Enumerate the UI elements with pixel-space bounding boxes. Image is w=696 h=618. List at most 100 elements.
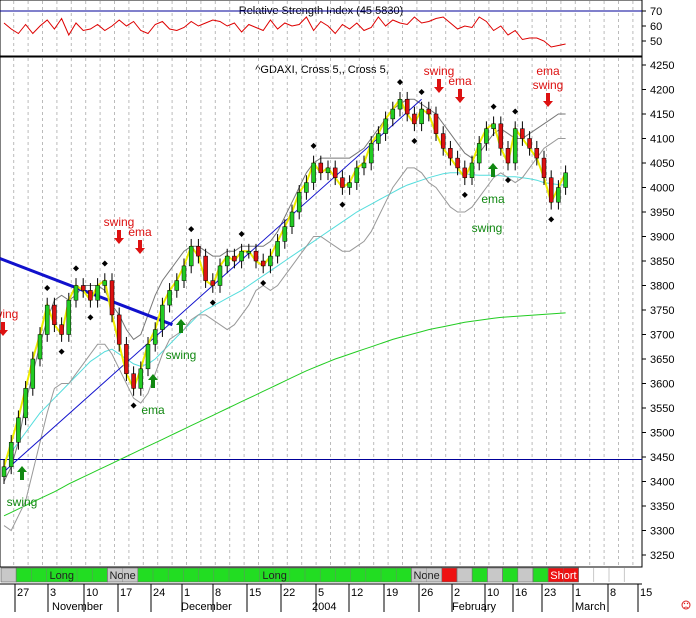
candle-down	[455, 157, 460, 169]
pivot-high	[310, 142, 317, 149]
candle-up	[167, 290, 172, 306]
candle-down	[124, 344, 129, 374]
candle-up	[268, 255, 273, 267]
price-tick-label: 4150	[650, 109, 674, 121]
candle-up	[325, 167, 331, 174]
candle-up	[311, 162, 316, 183]
signal-bar: Long None Long None Short	[0, 567, 625, 583]
candle-up	[376, 133, 381, 144]
candle-down	[59, 324, 64, 335]
signal-segment	[471, 567, 488, 583]
day-label: 22	[283, 587, 295, 599]
candle-up	[491, 123, 496, 129]
candle-up	[556, 187, 561, 203]
pivot-markers	[44, 79, 555, 409]
candle-down	[548, 177, 554, 203]
candle-down	[116, 314, 122, 345]
day-label: 24	[153, 587, 165, 599]
pivot-low	[548, 216, 555, 223]
pivot-high	[188, 226, 195, 233]
pivot-low	[339, 201, 346, 208]
candle-up	[8, 442, 14, 468]
candle-down	[340, 177, 345, 188]
candle-up	[44, 304, 50, 335]
pivot-low	[461, 191, 468, 198]
up-arrow-icon	[17, 466, 27, 480]
down-arrow-icon	[114, 230, 124, 244]
candle-up	[138, 368, 144, 389]
price-tick-label: 3950	[650, 207, 674, 219]
annotation-label: ema	[141, 403, 165, 417]
candle-down	[131, 373, 136, 389]
day-label: 1	[575, 587, 581, 599]
candle-up	[95, 285, 100, 301]
sad-face-eye-right	[686, 602, 689, 605]
candle-up	[361, 162, 367, 169]
down-arrow-icon	[434, 79, 444, 93]
day-label: 8	[610, 587, 616, 599]
day-label: 23	[544, 587, 556, 599]
pivot-high	[238, 231, 245, 238]
annotation-label: ema	[481, 192, 505, 206]
price-tick-label: 3400	[650, 477, 674, 489]
candle-up	[145, 344, 151, 370]
candle-down	[462, 167, 468, 178]
annotation-label: swing	[166, 348, 197, 362]
candle-up	[66, 299, 72, 335]
candle-up	[304, 182, 309, 193]
price-panel: ^GDAXI, Cross 5,, Cross 5, swing swing ema…	[0, 56, 674, 568]
up-arrow-icon	[488, 163, 498, 177]
sad-face-icon[interactable]	[681, 600, 691, 610]
pivot-low	[411, 137, 418, 144]
candle-up	[217, 265, 223, 286]
day-label: 12	[351, 587, 363, 599]
signal-segment	[532, 567, 549, 583]
down-arrow-icon	[455, 89, 465, 103]
pivot-high	[44, 284, 51, 291]
pivot-high	[512, 108, 519, 115]
candle-down	[426, 108, 432, 115]
price-title: ^GDAXI, Cross 5,, Cross 5,	[255, 64, 389, 76]
candle-down	[527, 138, 532, 149]
day-label: 26	[421, 587, 433, 599]
candle-down	[260, 260, 266, 267]
candle-up	[30, 358, 36, 389]
candle-up	[347, 182, 352, 188]
day-label: 17	[120, 587, 132, 599]
candle-up	[419, 108, 424, 125]
down-arrow-icon	[543, 93, 553, 107]
candle-down	[232, 255, 237, 262]
candle-up	[188, 246, 194, 267]
annotation-label: swing	[7, 495, 38, 509]
candle-up	[469, 162, 475, 178]
candle-down	[203, 255, 208, 281]
candle-up	[224, 255, 230, 267]
month-label: March	[575, 601, 606, 613]
annotation-label: swing	[0, 307, 18, 321]
rsi-line	[3, 16, 566, 48]
price-tick-label: 4200	[650, 85, 674, 97]
candle-up	[275, 241, 280, 257]
signal-segment	[502, 567, 519, 583]
trend-line-down	[0, 257, 173, 327]
candle-up	[16, 417, 21, 443]
candle-up	[368, 143, 374, 164]
candle-down	[109, 280, 115, 316]
candle-down	[520, 128, 525, 139]
candle-down	[196, 246, 201, 257]
rsi-axis: 70 60 50	[642, 6, 662, 48]
candle-down	[433, 113, 439, 134]
price-tick-label: 3250	[650, 550, 674, 562]
price-tick-label: 3450	[650, 452, 674, 464]
candle-down	[253, 250, 259, 262]
pivot-low	[505, 177, 511, 184]
candle-up	[160, 304, 165, 330]
day-label: 10	[86, 587, 98, 599]
price-tick-label: 3800	[650, 281, 674, 293]
signal-segment	[0, 567, 17, 583]
candle-down	[404, 99, 410, 115]
price-tick-label: 3750	[650, 305, 674, 317]
